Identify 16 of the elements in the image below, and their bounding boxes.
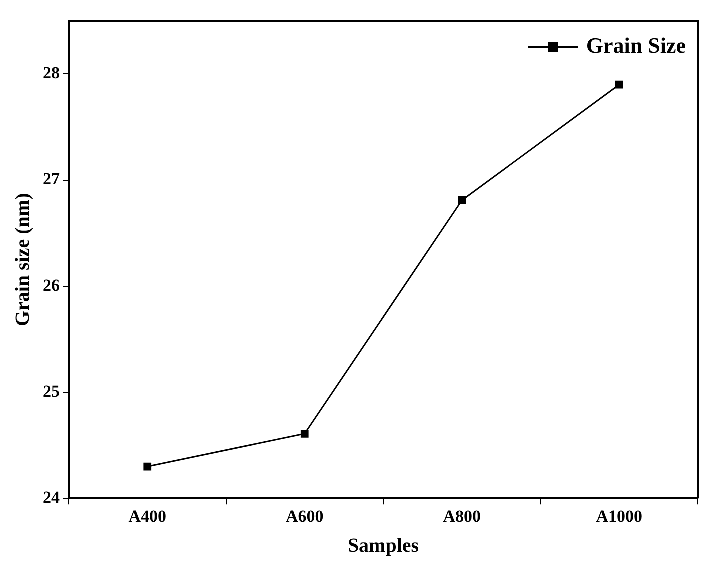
point bbox=[615, 80, 624, 89]
point bbox=[300, 430, 309, 438]
x-tick-label: A600 bbox=[286, 507, 324, 526]
x-tick-label: A1000 bbox=[596, 507, 643, 526]
y-axis-title: Grain size (nm) bbox=[12, 193, 34, 327]
legend-label: Grain Size bbox=[586, 32, 686, 58]
y-tick-label: 28 bbox=[43, 64, 60, 83]
x-axis-title: Samples bbox=[348, 535, 420, 558]
x-tick-label: A400 bbox=[128, 507, 167, 526]
y-tick-label: 26 bbox=[43, 276, 60, 295]
y-tick-label: 25 bbox=[43, 382, 60, 401]
point bbox=[458, 196, 466, 204]
x-tick-label: A800 bbox=[443, 507, 482, 526]
y-tick-label: 24 bbox=[43, 488, 60, 507]
y-tick-label: 27 bbox=[43, 170, 60, 189]
point bbox=[144, 462, 152, 471]
